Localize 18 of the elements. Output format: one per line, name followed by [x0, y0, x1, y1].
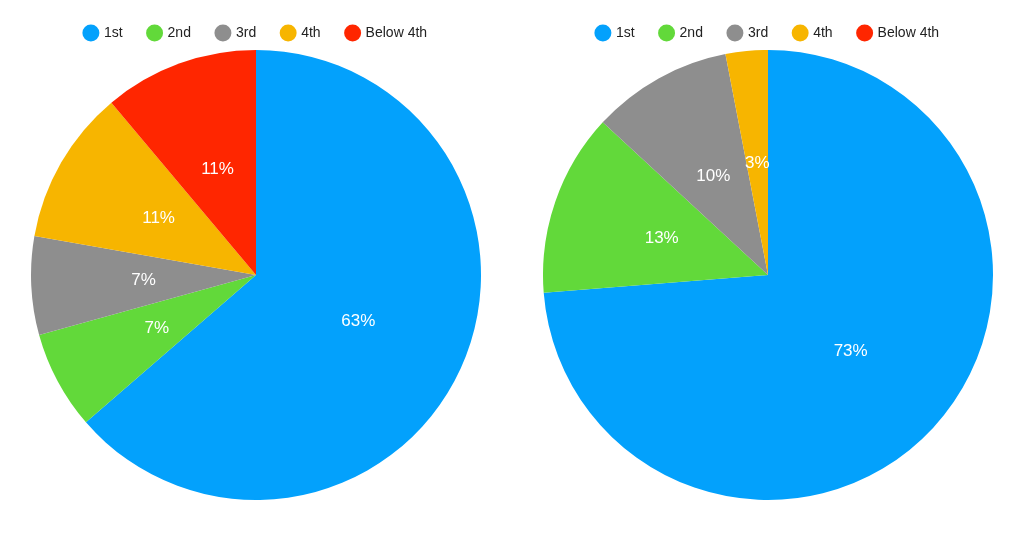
legend-label: 1st [615, 23, 635, 40]
data-label: 7% [144, 317, 170, 337]
legend-label: 2nd [679, 23, 703, 40]
data-label: 7% [131, 270, 156, 290]
data-label: 11% [201, 158, 234, 178]
data-label: 10% [696, 166, 731, 186]
legend-label: 3rd [235, 23, 257, 40]
legend-label: 1st [103, 23, 123, 40]
legend-label: 4th [301, 23, 321, 40]
legend-label: 3rd [747, 23, 769, 40]
legend-label: 4th [813, 23, 833, 40]
legend-label: Below 4th [877, 23, 940, 40]
data-label: 63% [341, 311, 376, 331]
legend-label: Below 4th [365, 23, 428, 40]
data-label: 73% [833, 341, 868, 361]
legend-label: 2nd [167, 23, 191, 40]
data-label: 13% [644, 227, 679, 247]
data-label: 11% [142, 208, 175, 228]
